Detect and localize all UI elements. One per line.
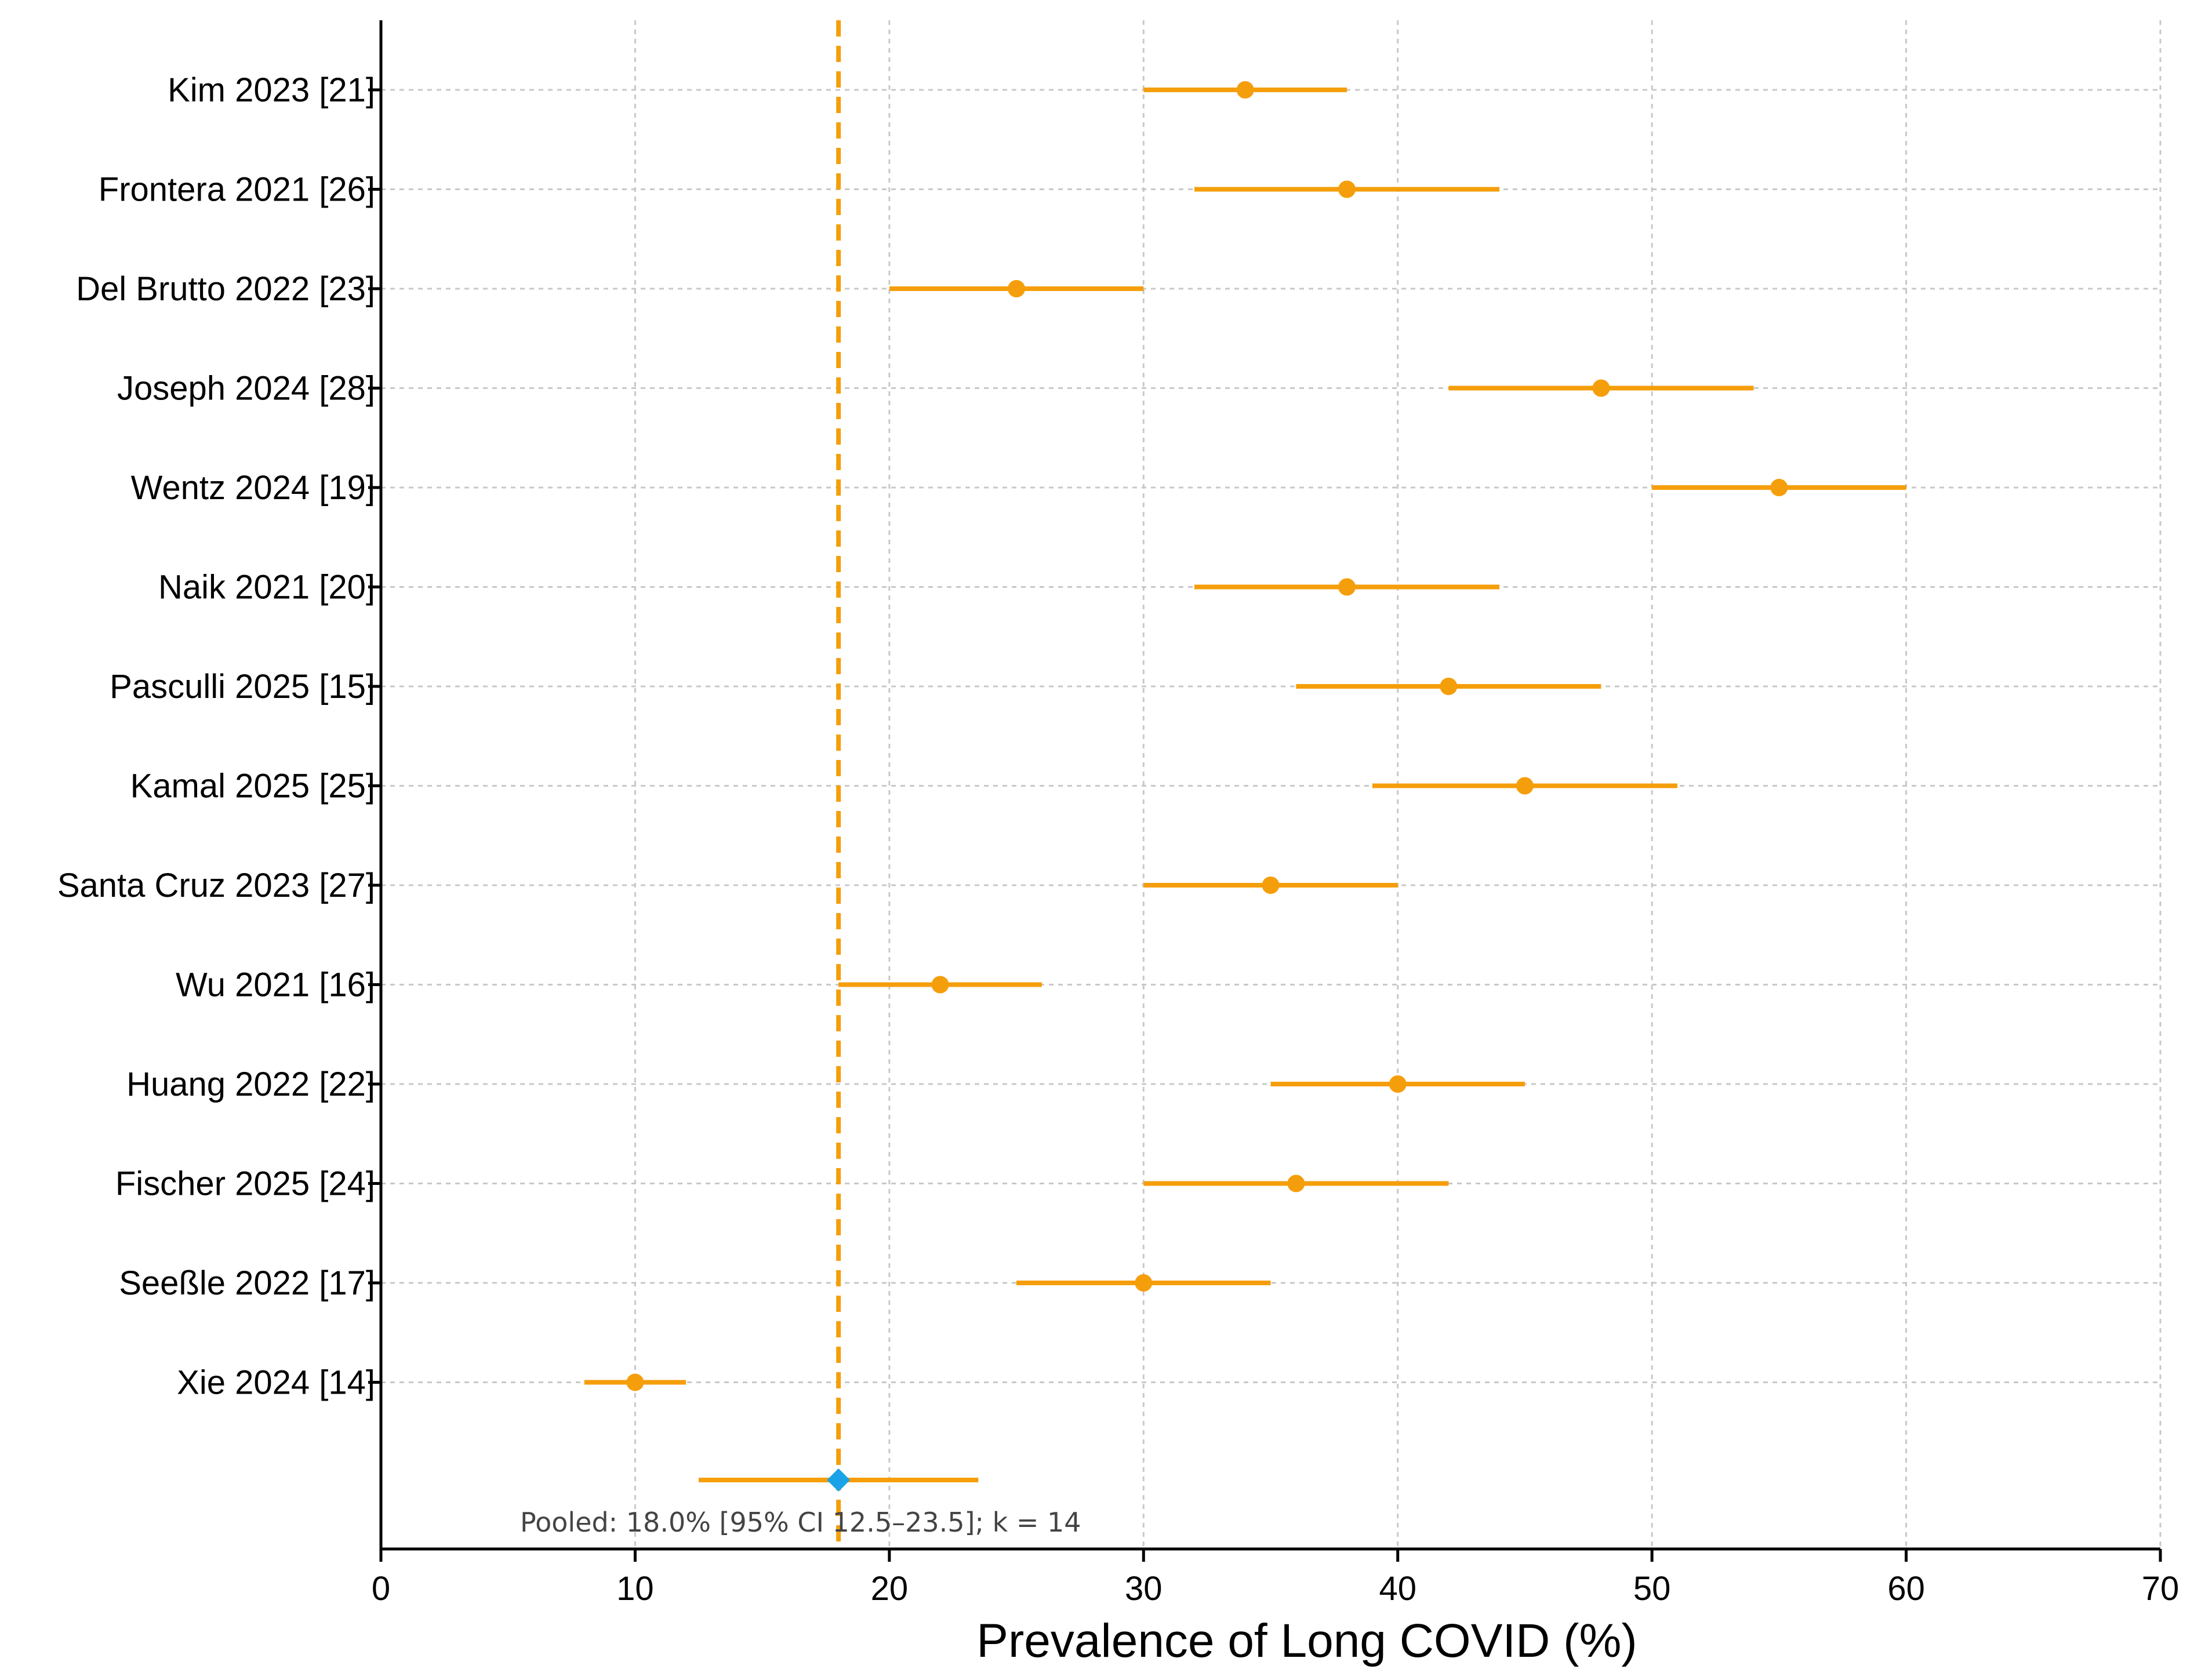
study-label: Wu 2021 [16]: [176, 966, 375, 1004]
study-label: Kamal 2025 [25]: [130, 768, 375, 805]
pooled-diamond-marker: [827, 1468, 851, 1492]
study-label: Del Brutto 2022 [23]: [76, 270, 375, 308]
study-point-estimate: [1338, 180, 1356, 198]
study-point-estimate: [931, 976, 949, 994]
grid-layer: [381, 20, 2162, 1549]
study-label: Kim 2023 [21]: [168, 71, 375, 109]
x-tick-label: 10: [616, 1570, 654, 1608]
axes-layer: [368, 20, 2162, 1562]
data-layer: [584, 20, 1906, 1549]
study-label: Seeßle 2022 [17]: [119, 1264, 375, 1302]
study-label: Fischer 2025 [24]: [115, 1165, 375, 1203]
study-point-estimate: [1592, 379, 1610, 397]
study-label: Santa Cruz 2023 [27]: [57, 867, 375, 904]
study-point-estimate: [1236, 81, 1254, 99]
study-point-estimate: [1338, 578, 1356, 596]
study-label: Joseph 2024 [28]: [117, 370, 375, 408]
x-tick-label: 40: [1379, 1570, 1416, 1608]
x-axis-title: Prevalence of Long COVID (%): [976, 1614, 1637, 1667]
study-label: Naik 2021 [20]: [158, 569, 375, 606]
study-point-estimate: [1287, 1174, 1305, 1192]
study-label: Wentz 2024 [19]: [131, 469, 375, 507]
study-point-estimate: [626, 1373, 644, 1391]
study-label: Huang 2022 [22]: [126, 1066, 375, 1103]
x-tick-label: 70: [2142, 1570, 2180, 1608]
x-tick-label: 30: [1125, 1570, 1163, 1608]
study-label: Pasculli 2025 [15]: [110, 668, 375, 706]
labels-layer: 0 10 20 30 40 50 60 70 Kim 2023 [21] Frontera 202…: [57, 71, 2179, 1608]
study-point-estimate: [1770, 479, 1788, 496]
x-tick-label: 50: [1633, 1570, 1671, 1608]
study-point-estimate: [1516, 777, 1534, 795]
study-point-estimate: [1440, 678, 1458, 695]
x-tick-label: 20: [871, 1570, 909, 1608]
x-tick-label: 60: [1887, 1570, 1925, 1608]
study-point-estimate: [1008, 280, 1026, 297]
study-label: Frontera 2021 [26]: [99, 171, 375, 209]
study-point-estimate: [1262, 877, 1280, 894]
study-point-estimate: [1135, 1274, 1153, 1292]
pooled-annotation: Pooled: 18.0% [95% CI 12.5–23.5]; k = 14: [520, 1507, 1081, 1538]
study-point-estimate: [1389, 1075, 1407, 1093]
study-label: Xie 2024 [14]: [177, 1364, 375, 1402]
x-tick-label: 0: [372, 1570, 390, 1608]
